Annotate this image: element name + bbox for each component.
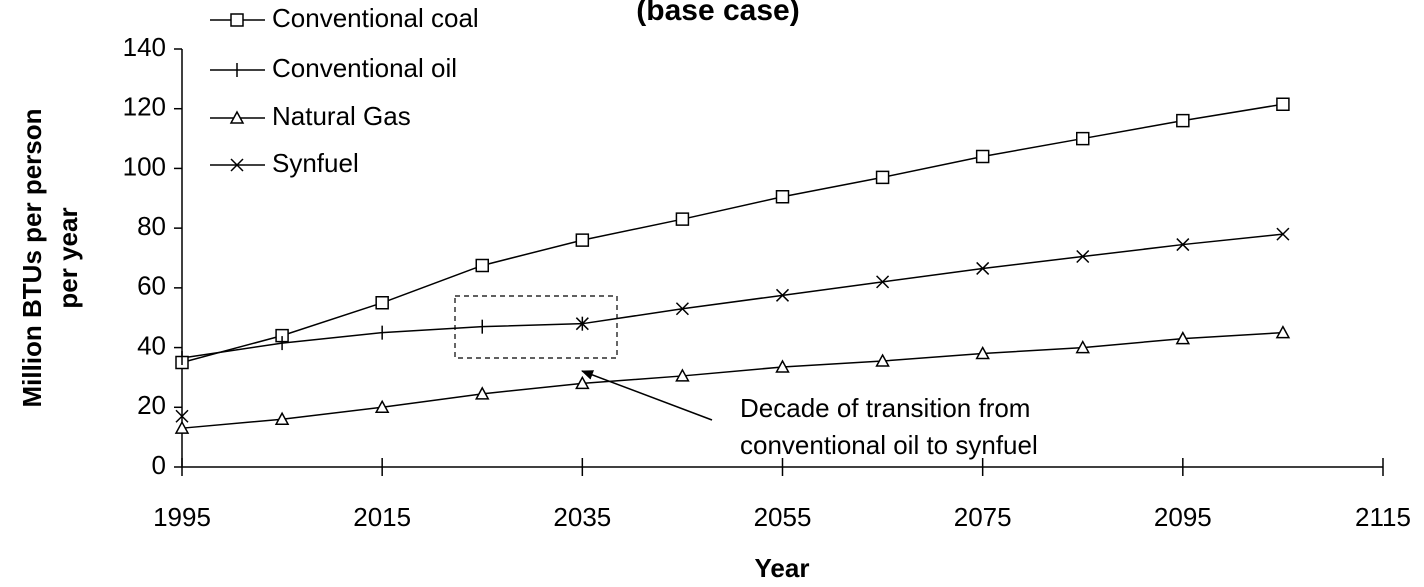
x-tick-label: 2095: [1154, 502, 1212, 532]
data-point: [675, 302, 689, 316]
legend-marker: [230, 158, 244, 172]
data-point: [474, 386, 490, 400]
series-line: [181, 103, 1284, 364]
y-tick-label: 0: [152, 450, 166, 480]
y-axis-label-line: per year: [53, 207, 83, 308]
x-tick-label: 2015: [353, 502, 411, 532]
legend-label: Conventional oil: [272, 53, 457, 83]
legend-marker: [230, 13, 244, 27]
annotation: conventional oil to synfuel: [740, 430, 1038, 460]
legend-label: Synfuel: [272, 148, 359, 178]
data-point: [275, 328, 289, 343]
data-point: [675, 368, 690, 382]
x-tick-label: 2115: [1355, 502, 1411, 532]
data-point: [976, 261, 990, 275]
y-tick-label: 80: [137, 211, 166, 241]
data-point: [775, 359, 790, 373]
data-point: [1076, 249, 1090, 264]
x-tick-label: 2035: [553, 502, 611, 532]
legend-label: Conventional coal: [272, 3, 479, 33]
data-point: [575, 317, 589, 331]
data-point: [775, 288, 790, 302]
highlight-box: [454, 295, 618, 359]
y-tick-label: 40: [137, 330, 166, 360]
data-point: [1276, 97, 1290, 111]
y-tick-label: 140: [123, 32, 166, 62]
data-point: [274, 411, 290, 425]
annotation: Decade of transition from: [740, 393, 1030, 423]
y-axis-label: Million BTUs per person per year: [17, 108, 83, 407]
data-point: [1175, 331, 1191, 345]
annotation-arrow: [581, 370, 713, 421]
y-tick-label: 120: [123, 92, 166, 122]
legend-label: Natural Gas: [272, 101, 411, 131]
legend-marker: [229, 110, 245, 124]
data-point: [475, 258, 489, 273]
x-axis-label: Year: [755, 553, 810, 583]
y-tick-label: 20: [137, 390, 166, 420]
data-point: [775, 190, 790, 204]
data-point: [375, 296, 389, 310]
data-point: [875, 170, 890, 185]
data-point: [675, 212, 690, 226]
data-point: [1275, 325, 1291, 339]
x-tick-label: 1995: [153, 502, 211, 532]
chart-title: (base case): [636, 0, 799, 27]
data-point: [575, 375, 590, 390]
data-point: [1176, 113, 1190, 128]
data-point: [175, 409, 189, 423]
data-point: [575, 233, 590, 247]
data-point: [1176, 238, 1190, 252]
data-point: [876, 275, 890, 289]
y-axis-label-line: Million BTUs per person: [17, 108, 47, 407]
data-point: [1076, 131, 1090, 146]
x-tick-label: 2055: [754, 502, 812, 532]
data-point: [1276, 227, 1290, 241]
series-line: [582, 233, 1283, 325]
x-tick-label: 2075: [954, 502, 1012, 532]
y-tick-label: 100: [123, 151, 166, 181]
data-point: [975, 149, 990, 164]
data-point: [975, 345, 990, 360]
series-line: [181, 331, 1283, 429]
data-point: [875, 353, 890, 367]
data-point: [374, 399, 390, 414]
data-point: [174, 420, 190, 434]
data-point: [1075, 340, 1091, 354]
y-tick-label: 60: [137, 271, 166, 301]
